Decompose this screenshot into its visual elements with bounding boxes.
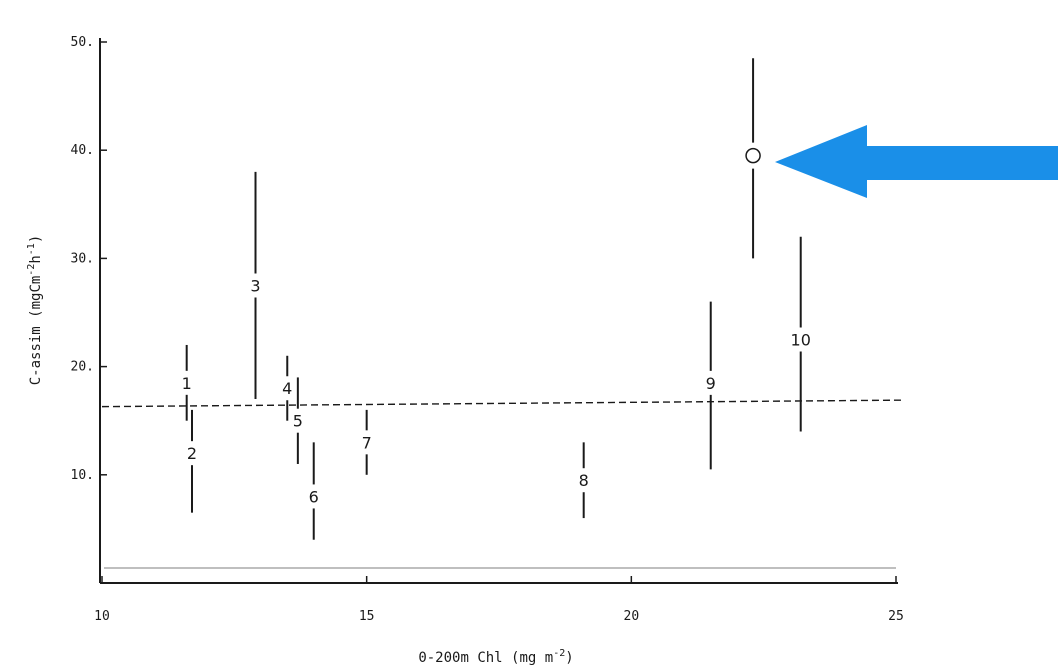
point-label: 1 [182,374,192,393]
x-axis-ticks: 10 15 20 25 [94,576,904,624]
blue-arrow-annotation [775,125,1058,198]
point-label: 2 [187,444,197,463]
y-tick-label: 50. [71,35,94,50]
data-points: 1 2 3 45 6 7 8 9 10 [182,58,811,540]
point-label: 6 [309,487,319,506]
point-label: 8 [579,471,589,490]
point-label: 7 [362,433,372,452]
x-tick-label: 20 [624,609,640,624]
data-point: 1 [182,344,192,421]
y-tick-label: 10. [71,468,94,483]
data-point: 4 [282,355,292,421]
plot-axes [99,38,898,584]
reference-line-layer [101,399,903,408]
y-tick-label: 20. [71,360,94,375]
y-axis-ticks: 10. 20. 30. 40. 50. [71,35,107,483]
y-tick-label: 40. [71,143,94,158]
point-label: 10 [791,331,811,350]
data-point: 7 [362,409,372,475]
x-tick-label: 25 [888,609,904,624]
point-label: 5 [293,412,303,431]
y-axis-title: C-assim (mgCm-2h-1) [26,235,44,386]
point-label: 3 [250,276,260,295]
data-point: 5 [293,377,303,464]
point-label: 4 [282,379,292,398]
arrow-icon [775,125,1058,198]
data-point: 9 [706,301,716,470]
data-point: 2 [187,409,197,513]
y-tick-label: 30. [71,251,94,266]
point-label: 9 [706,374,716,393]
x-axis-title: 0-200m Chl (mg m-2) [418,648,573,666]
highlighted-point-marker [745,147,761,164]
reference-dashed-line [101,399,903,408]
data-point: 3 [250,171,261,400]
x-tick-label: 10 [94,609,110,624]
x-tick-label: 15 [359,609,375,624]
data-point [745,58,761,259]
data-point: 6 [309,442,319,540]
data-point: 8 [579,442,589,519]
data-point: 10 [791,236,811,432]
